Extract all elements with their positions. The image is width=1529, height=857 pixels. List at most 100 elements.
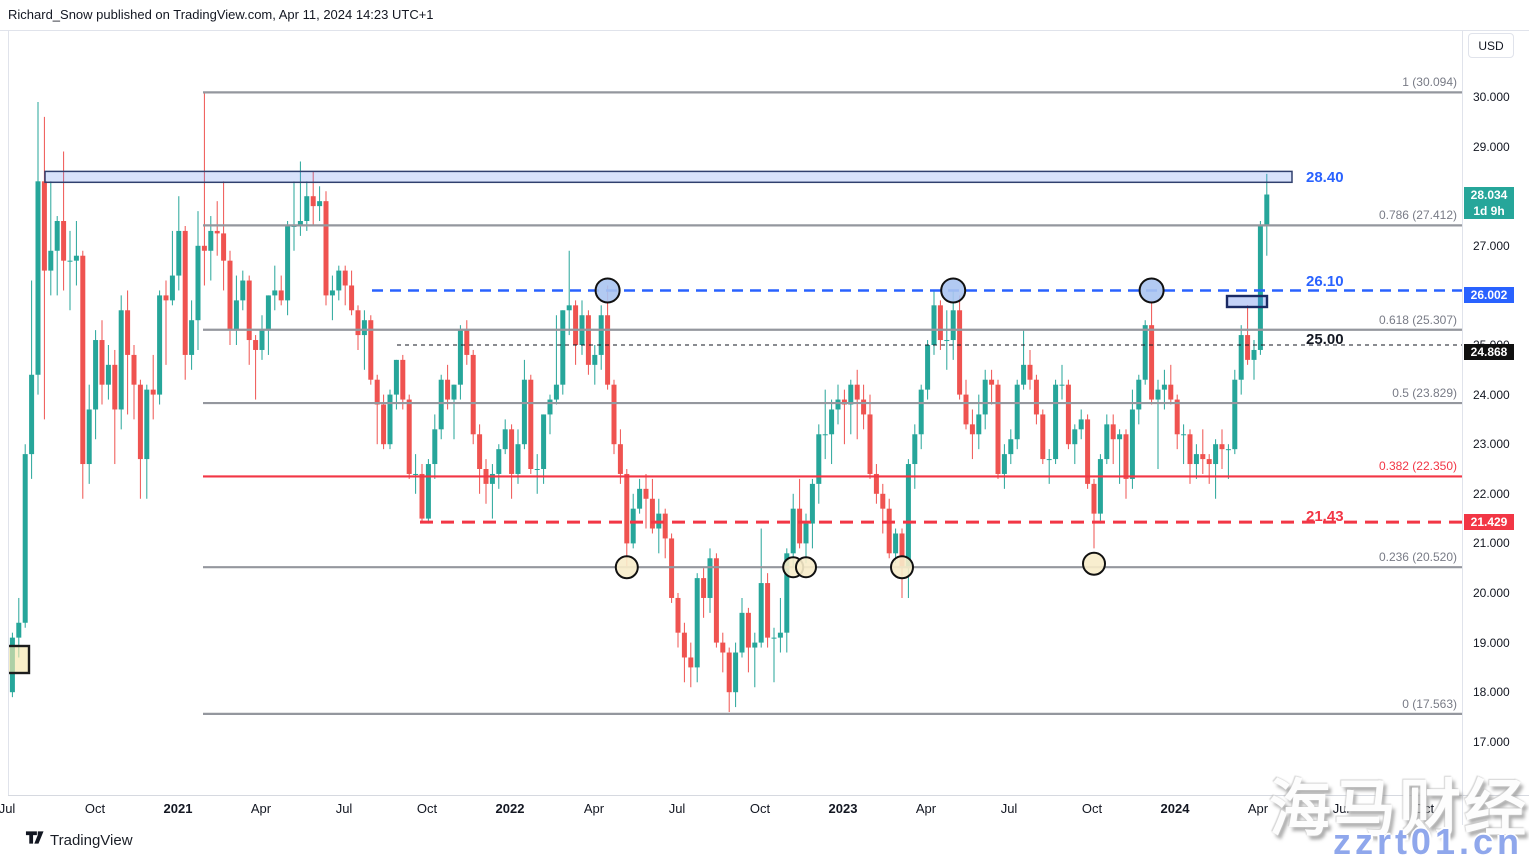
price-badge: 21.429 — [1464, 514, 1514, 531]
price-tick: 19.000 — [1473, 635, 1510, 650]
candle-body — [873, 473, 879, 494]
time-scale-divider — [8, 795, 1529, 796]
candle-body — [733, 652, 739, 693]
candle-body — [470, 354, 476, 435]
fib-level-label: 0.5 (23.829) — [1392, 386, 1457, 401]
candle-body — [905, 464, 911, 569]
candle-body — [310, 196, 316, 207]
candle-body — [854, 384, 860, 400]
marker-circle[interactable] — [594, 277, 621, 304]
candle-body — [560, 310, 566, 385]
blue-resistance-box[interactable] — [1225, 294, 1269, 309]
candle-body — [400, 359, 406, 400]
candle-body — [713, 558, 719, 643]
candle-body — [630, 508, 636, 544]
hline-label: 21.43 — [1306, 508, 1344, 526]
price-tick: 18.000 — [1473, 685, 1510, 700]
marker-circle[interactable] — [614, 555, 639, 580]
candle-body — [643, 488, 649, 499]
candle-body — [707, 558, 713, 598]
candle-body — [624, 473, 630, 544]
candle-body — [259, 330, 265, 350]
candle-body — [4, 692, 9, 712]
candle-body — [61, 221, 67, 261]
candle-body — [432, 429, 438, 465]
candle-body — [1149, 325, 1155, 400]
candle-body — [573, 305, 579, 345]
yellow-highlight-box[interactable] — [7, 644, 31, 675]
candle-body — [342, 270, 348, 286]
tradingview-logo-icon — [25, 828, 44, 852]
candle-body — [1046, 459, 1052, 461]
candle-body — [1085, 419, 1091, 484]
candle-body — [1213, 444, 1219, 465]
price-tick: 30.000 — [1473, 90, 1510, 104]
candle-body — [1040, 414, 1046, 460]
candle-body — [585, 315, 591, 365]
candle-body — [349, 285, 355, 311]
candle-body — [368, 320, 374, 380]
candle-body — [131, 354, 137, 385]
marker-circle[interactable] — [1138, 277, 1165, 304]
candle-body — [931, 305, 937, 345]
candle-body — [899, 533, 905, 569]
candle-body — [125, 310, 131, 355]
candle-body — [1219, 444, 1225, 450]
candle-body — [720, 642, 726, 653]
publication-title: Richard_Snow published on TradingView.co… — [8, 7, 434, 22]
candle-body — [617, 444, 623, 474]
candle-body — [1065, 384, 1071, 445]
candle-body — [835, 399, 841, 410]
marker-circle[interactable] — [1082, 551, 1106, 576]
candle-body — [1123, 434, 1129, 479]
candle-body — [169, 275, 175, 301]
candle-body — [502, 429, 508, 450]
candle-body — [1142, 325, 1148, 380]
candle-body — [1091, 483, 1097, 514]
candle-body — [605, 315, 611, 385]
band-label: 28.40 — [1306, 169, 1344, 187]
price-scale-divider — [1462, 30, 1463, 825]
candle-body — [963, 394, 969, 425]
candle-body — [240, 280, 246, 301]
candle-body — [477, 434, 483, 469]
candle-body — [995, 384, 1001, 474]
candle-body — [278, 290, 284, 301]
candle-body — [233, 300, 239, 331]
time-tick: Apr — [915, 801, 937, 816]
candle-body — [1168, 384, 1174, 400]
candle-body — [157, 295, 163, 395]
candle-body — [445, 379, 451, 400]
candle-body — [323, 201, 329, 296]
candle-body — [118, 310, 124, 410]
time-tick: 2024 — [1160, 801, 1190, 816]
candle-body — [406, 399, 412, 474]
candle-body — [553, 384, 559, 400]
candle-body — [387, 394, 393, 445]
candle-body — [790, 508, 796, 554]
time-tick: Apr — [250, 801, 272, 816]
candle-body — [195, 245, 201, 321]
candle-body — [534, 469, 540, 470]
resistance-band[interactable] — [44, 170, 1293, 184]
candle-body — [745, 612, 751, 648]
candle-body — [893, 533, 899, 554]
candle-body — [381, 404, 387, 445]
chart-pane[interactable] — [4, 91, 1463, 722]
price-tick: 29.000 — [1473, 139, 1510, 154]
candle-body — [1117, 434, 1123, 440]
candle-body — [758, 583, 764, 643]
marker-circle[interactable] — [890, 555, 914, 580]
candle-body — [41, 181, 47, 271]
time-tick: Jul — [668, 801, 686, 816]
price-badge: 28.034 1d 9h — [1464, 186, 1514, 219]
candle-body — [598, 315, 604, 355]
time-tick: Oct — [749, 801, 771, 816]
marker-circle[interactable] — [940, 277, 967, 304]
marker-circle[interactable] — [795, 556, 817, 579]
currency-usd-button[interactable]: USD — [1468, 33, 1514, 58]
candle-body — [1021, 364, 1027, 385]
candle-body — [739, 612, 745, 653]
watermark-cjk: 海马财经 — [1268, 775, 1529, 844]
